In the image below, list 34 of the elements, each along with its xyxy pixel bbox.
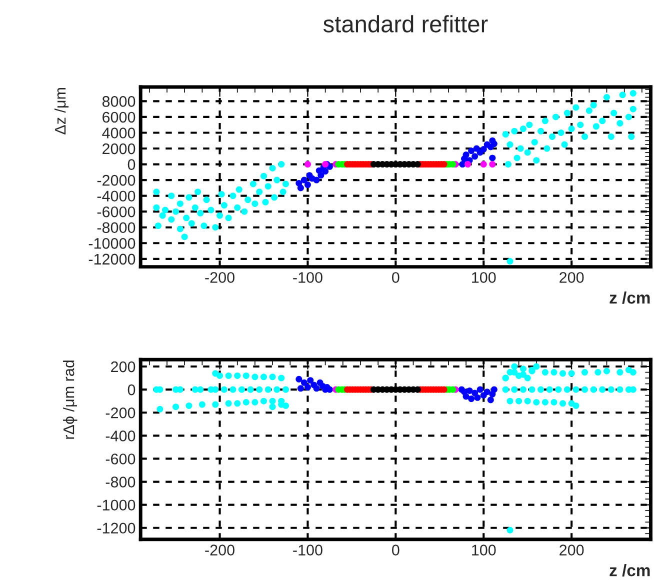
y-axis-title: Δz /μm <box>54 88 68 134</box>
y-tick-label: -2000 <box>97 174 136 186</box>
y-tick-label: -1200 <box>97 522 136 534</box>
y-tick-label: 2000 <box>102 143 136 154</box>
y-tick-label: 6000 <box>102 112 136 123</box>
x-tick-label: 200 <box>560 272 584 283</box>
x-axis-title: z /cm <box>610 291 650 304</box>
y-tick-label: -600 <box>106 454 136 464</box>
y-tick-label: -12000 <box>88 254 136 265</box>
y-tick-label: 8000 <box>102 96 136 107</box>
x-axis-title: z /cm <box>610 564 650 576</box>
y-tick-label: -4000 <box>97 190 136 202</box>
chart-title: standard refitter <box>323 15 488 32</box>
y-tick-label: -8000 <box>97 222 136 234</box>
x-tick-label: -100 <box>293 544 322 556</box>
y-tick-label: -1000 <box>97 500 136 511</box>
y-tick-label: -6000 <box>97 206 136 218</box>
x-tick-label: -200 <box>205 544 234 556</box>
y-axis-title: rΔϕ /μm rad <box>62 360 78 439</box>
x-tick-label: 100 <box>472 272 496 283</box>
y-tick-label: 200 <box>111 361 136 372</box>
y-tick-label: -400 <box>106 430 136 442</box>
y-tick-label: 0 <box>128 159 136 170</box>
y-tick-label: 0 <box>128 384 136 396</box>
x-tick-label: 0 <box>392 544 400 556</box>
y-tick-label: 4000 <box>102 128 136 138</box>
x-tick-label: 200 <box>560 544 584 556</box>
x-tick-label: 0 <box>392 272 400 283</box>
y-tick-label: -10000 <box>88 238 136 249</box>
x-tick-label: 100 <box>472 544 496 556</box>
y-tick-label: -200 <box>106 407 136 418</box>
x-tick-label: -200 <box>205 272 234 283</box>
y-tick-label: -800 <box>106 476 136 488</box>
x-tick-label: -100 <box>293 272 322 283</box>
